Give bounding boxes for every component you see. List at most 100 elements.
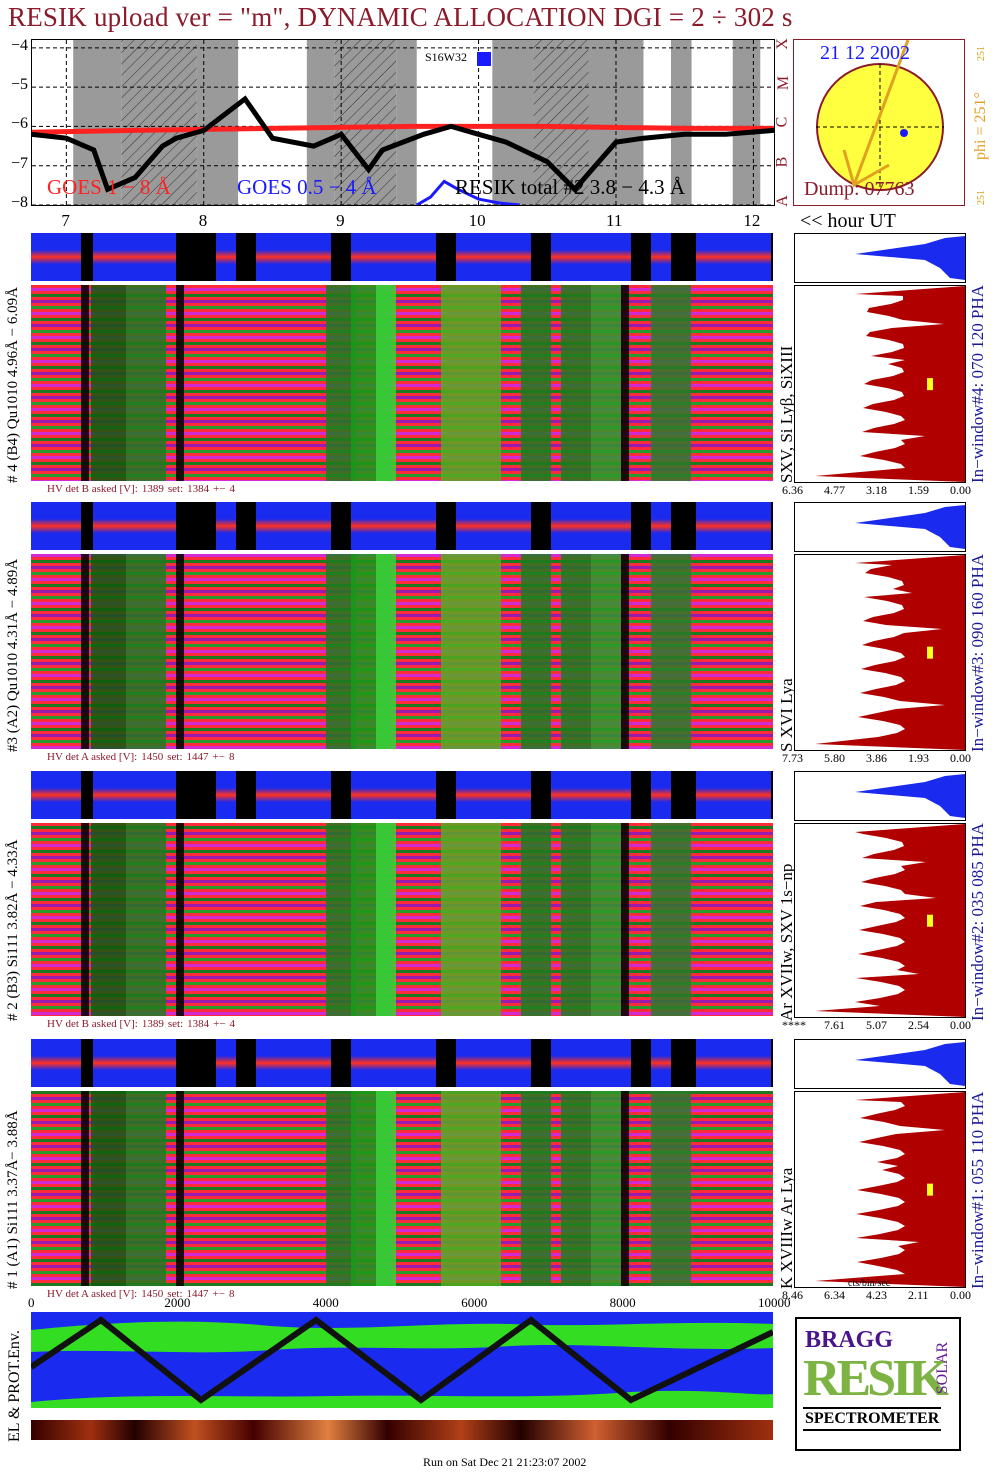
hv-field: set: <box>167 751 183 763</box>
strip-gap <box>531 502 551 550</box>
channel-spectrogram <box>31 1091 773 1286</box>
spectrogram-band <box>81 1091 89 1286</box>
histogram-tick: 2.54 <box>908 1018 929 1032</box>
shadow-band <box>588 40 644 205</box>
window-marker <box>927 378 933 391</box>
spectrogram-band <box>651 285 691 481</box>
counter-tick: 2000 <box>164 1295 191 1310</box>
hv-field: 1447 <box>186 751 209 763</box>
channel-side-label: #3 (A2) Qu1010 4.31Å − 4.89Å <box>5 558 21 752</box>
sun-dump: Dump: 07763 <box>804 178 915 200</box>
hour-tick: 12 <box>743 211 761 230</box>
histogram-tick: 4.23 <box>866 1288 887 1302</box>
strip-gap <box>671 771 696 819</box>
strip-gap <box>631 1039 651 1087</box>
strip-gap <box>81 771 93 819</box>
strip-gap <box>81 233 93 281</box>
spectrum-histogram <box>794 1091 966 1288</box>
spectrogram-band <box>126 823 166 1016</box>
pha-histogram-fill <box>855 236 965 280</box>
channel-window-label: In−window#1: 055 110 PHA <box>968 1091 987 1289</box>
spectrogram-band <box>441 823 501 1016</box>
sun-panel: 21 12 2002 Dump: 07763 <box>793 39 965 206</box>
hv-field: HV det B asked [V]: <box>47 483 138 495</box>
strip-gap <box>236 1039 256 1087</box>
logo-resik: RESIK <box>803 1350 949 1407</box>
shadow-band <box>73 40 122 205</box>
hv-field: 1450 <box>141 751 164 763</box>
window-marker <box>927 914 933 927</box>
hv-status: HV det A asked [V]: 1450 set: 1447 +− 8 <box>47 1288 238 1300</box>
channel-side-label: # 2 (B3) Si111 3.82Å − 4.33Å <box>5 839 21 1021</box>
shadow-band <box>492 40 534 205</box>
env-plot <box>31 1312 773 1408</box>
phi-bottom: 251 <box>976 190 987 205</box>
spectrogram-band <box>621 1091 629 1286</box>
spectrum-histogram <box>794 285 966 483</box>
run-timestamp: Run on Sat Dec 21 21:23:07 2002 <box>423 1455 587 1469</box>
resik-logo: BRAGG RESIK SOLAR SPECTROMETER <box>795 1317 961 1451</box>
spectrogram-band <box>91 1091 126 1286</box>
window-marker <box>927 1183 933 1196</box>
hv-field: +− <box>213 483 226 495</box>
channel-pha-strip <box>31 233 773 281</box>
histogram-tick: 0.00 <box>950 1288 971 1302</box>
counter-tick: 4000 <box>312 1295 339 1310</box>
spectrogram-band <box>441 1091 501 1286</box>
goes-class-letter: A <box>773 195 791 207</box>
spectrogram-band <box>376 554 396 749</box>
strip-gap <box>81 502 93 550</box>
spectrum-histogram <box>794 823 966 1018</box>
counter-tick: 10000 <box>758 1295 791 1310</box>
hv-field: 1384 <box>187 1018 210 1030</box>
strip-gap <box>331 771 351 819</box>
strip-gap <box>176 502 216 550</box>
goes05-legend: GOES 0.5 − 4 Å <box>237 175 377 199</box>
hv-status: HV det B asked [V]: 1389 set: 1384 +− 4 <box>47 483 239 495</box>
spectrogram-band <box>621 554 629 749</box>
spectrogram-band <box>176 823 184 1016</box>
sunspot-marker <box>477 52 491 66</box>
spectrogram-band <box>91 285 126 481</box>
spectrogram-band <box>561 554 591 749</box>
spectrogram-band <box>561 285 591 481</box>
spectrogram-band <box>561 1091 591 1286</box>
channel-window-label: In−window#4: 070 120 PHA <box>968 284 987 483</box>
hv-field: 8 <box>228 751 235 763</box>
strip-gap <box>671 1039 696 1087</box>
pha-histogram <box>794 502 966 552</box>
strip-gap <box>331 502 351 550</box>
channel-side-label: # 1 (A1) Si111 3.37Å− 3.88Å <box>5 1110 21 1289</box>
hv-field: +− <box>212 751 225 763</box>
strip-gap <box>531 1039 551 1087</box>
channel-spectrogram <box>31 823 773 1016</box>
sunspot-marker-label: S16W32 <box>425 50 467 64</box>
strip-gap <box>771 771 773 819</box>
resik-total-legend: RESIK total #2 3.8 − 4.3 Å <box>455 175 686 199</box>
spectrogram-band <box>591 554 621 749</box>
pha-histogram <box>794 233 966 283</box>
histogram-tick: 8.46 <box>782 1288 803 1302</box>
pha-histogram-fill <box>855 505 965 549</box>
strip-gap <box>331 1039 351 1087</box>
saa-band <box>334 40 397 205</box>
spectrogram-band <box>176 285 184 481</box>
hv-field: 1447 <box>186 1288 209 1300</box>
channel-pha-strip <box>31 771 773 819</box>
page-title: RESIK upload ver = "m", DYNAMIC ALLOCATI… <box>8 2 793 32</box>
histogram-tick: 5.07 <box>866 1018 887 1032</box>
strip-gap <box>771 1039 773 1087</box>
strip-gap <box>236 233 256 281</box>
strip-gap <box>436 771 456 819</box>
hv-field: HV det B asked [V]: <box>47 1018 138 1030</box>
goes-y-tick: −6 <box>10 115 28 133</box>
histogram-tick: 1.59 <box>908 483 929 497</box>
channel-spectrogram <box>31 554 773 749</box>
histogram-tick: 0.00 <box>950 483 971 497</box>
histogram-tick: 3.18 <box>866 483 887 497</box>
series-line-1 <box>415 179 520 205</box>
shadow-band <box>396 40 417 205</box>
spectrogram-band <box>651 1091 691 1286</box>
hv-field: 8 <box>228 1288 235 1300</box>
env-strip <box>31 1420 773 1440</box>
